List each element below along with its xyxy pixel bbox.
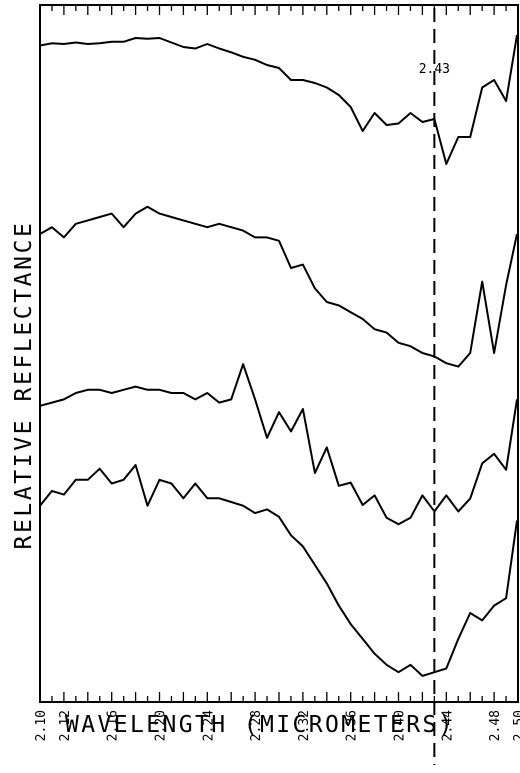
reflectance-curve-4 <box>39 464 518 677</box>
reflectance-curve-2 <box>39 205 518 368</box>
reflectance-curve-1 <box>39 34 518 165</box>
x-tick-label: 2.50 <box>512 710 520 741</box>
tick-group <box>39 5 519 702</box>
y-axis-label: RELATIVE REFLECTANCE <box>11 220 37 550</box>
x-tick-label: 2.28 <box>249 710 264 741</box>
x-tick-label: 2.40 <box>393 710 408 741</box>
reflectance-curve-3 <box>39 363 518 526</box>
plot-frame <box>39 4 519 703</box>
x-tick-label: 2.20 <box>154 710 169 741</box>
tick-label-group: 2.10 2.12 2.16 2.20 2.24 2.28 2.32 2.36 2.40 2.44… <box>34 710 520 741</box>
x-axis-label: WAVELENGTH (MICROMETERS) <box>65 712 455 738</box>
x-tick-label: 2.10 <box>34 710 49 741</box>
reference-line-label: 2.43 <box>419 62 450 77</box>
curve-group <box>39 34 518 677</box>
x-tick-label: 2.36 <box>345 710 360 741</box>
x-tick-label: 2.48 <box>488 710 503 741</box>
x-tick-label: 2.24 <box>201 710 216 741</box>
x-tick-label: 2.44 <box>440 710 455 741</box>
x-tick-label: 2.16 <box>106 710 121 741</box>
x-tick-label: 2.12 <box>58 710 73 741</box>
x-tick-label: 2.32 <box>297 710 312 741</box>
